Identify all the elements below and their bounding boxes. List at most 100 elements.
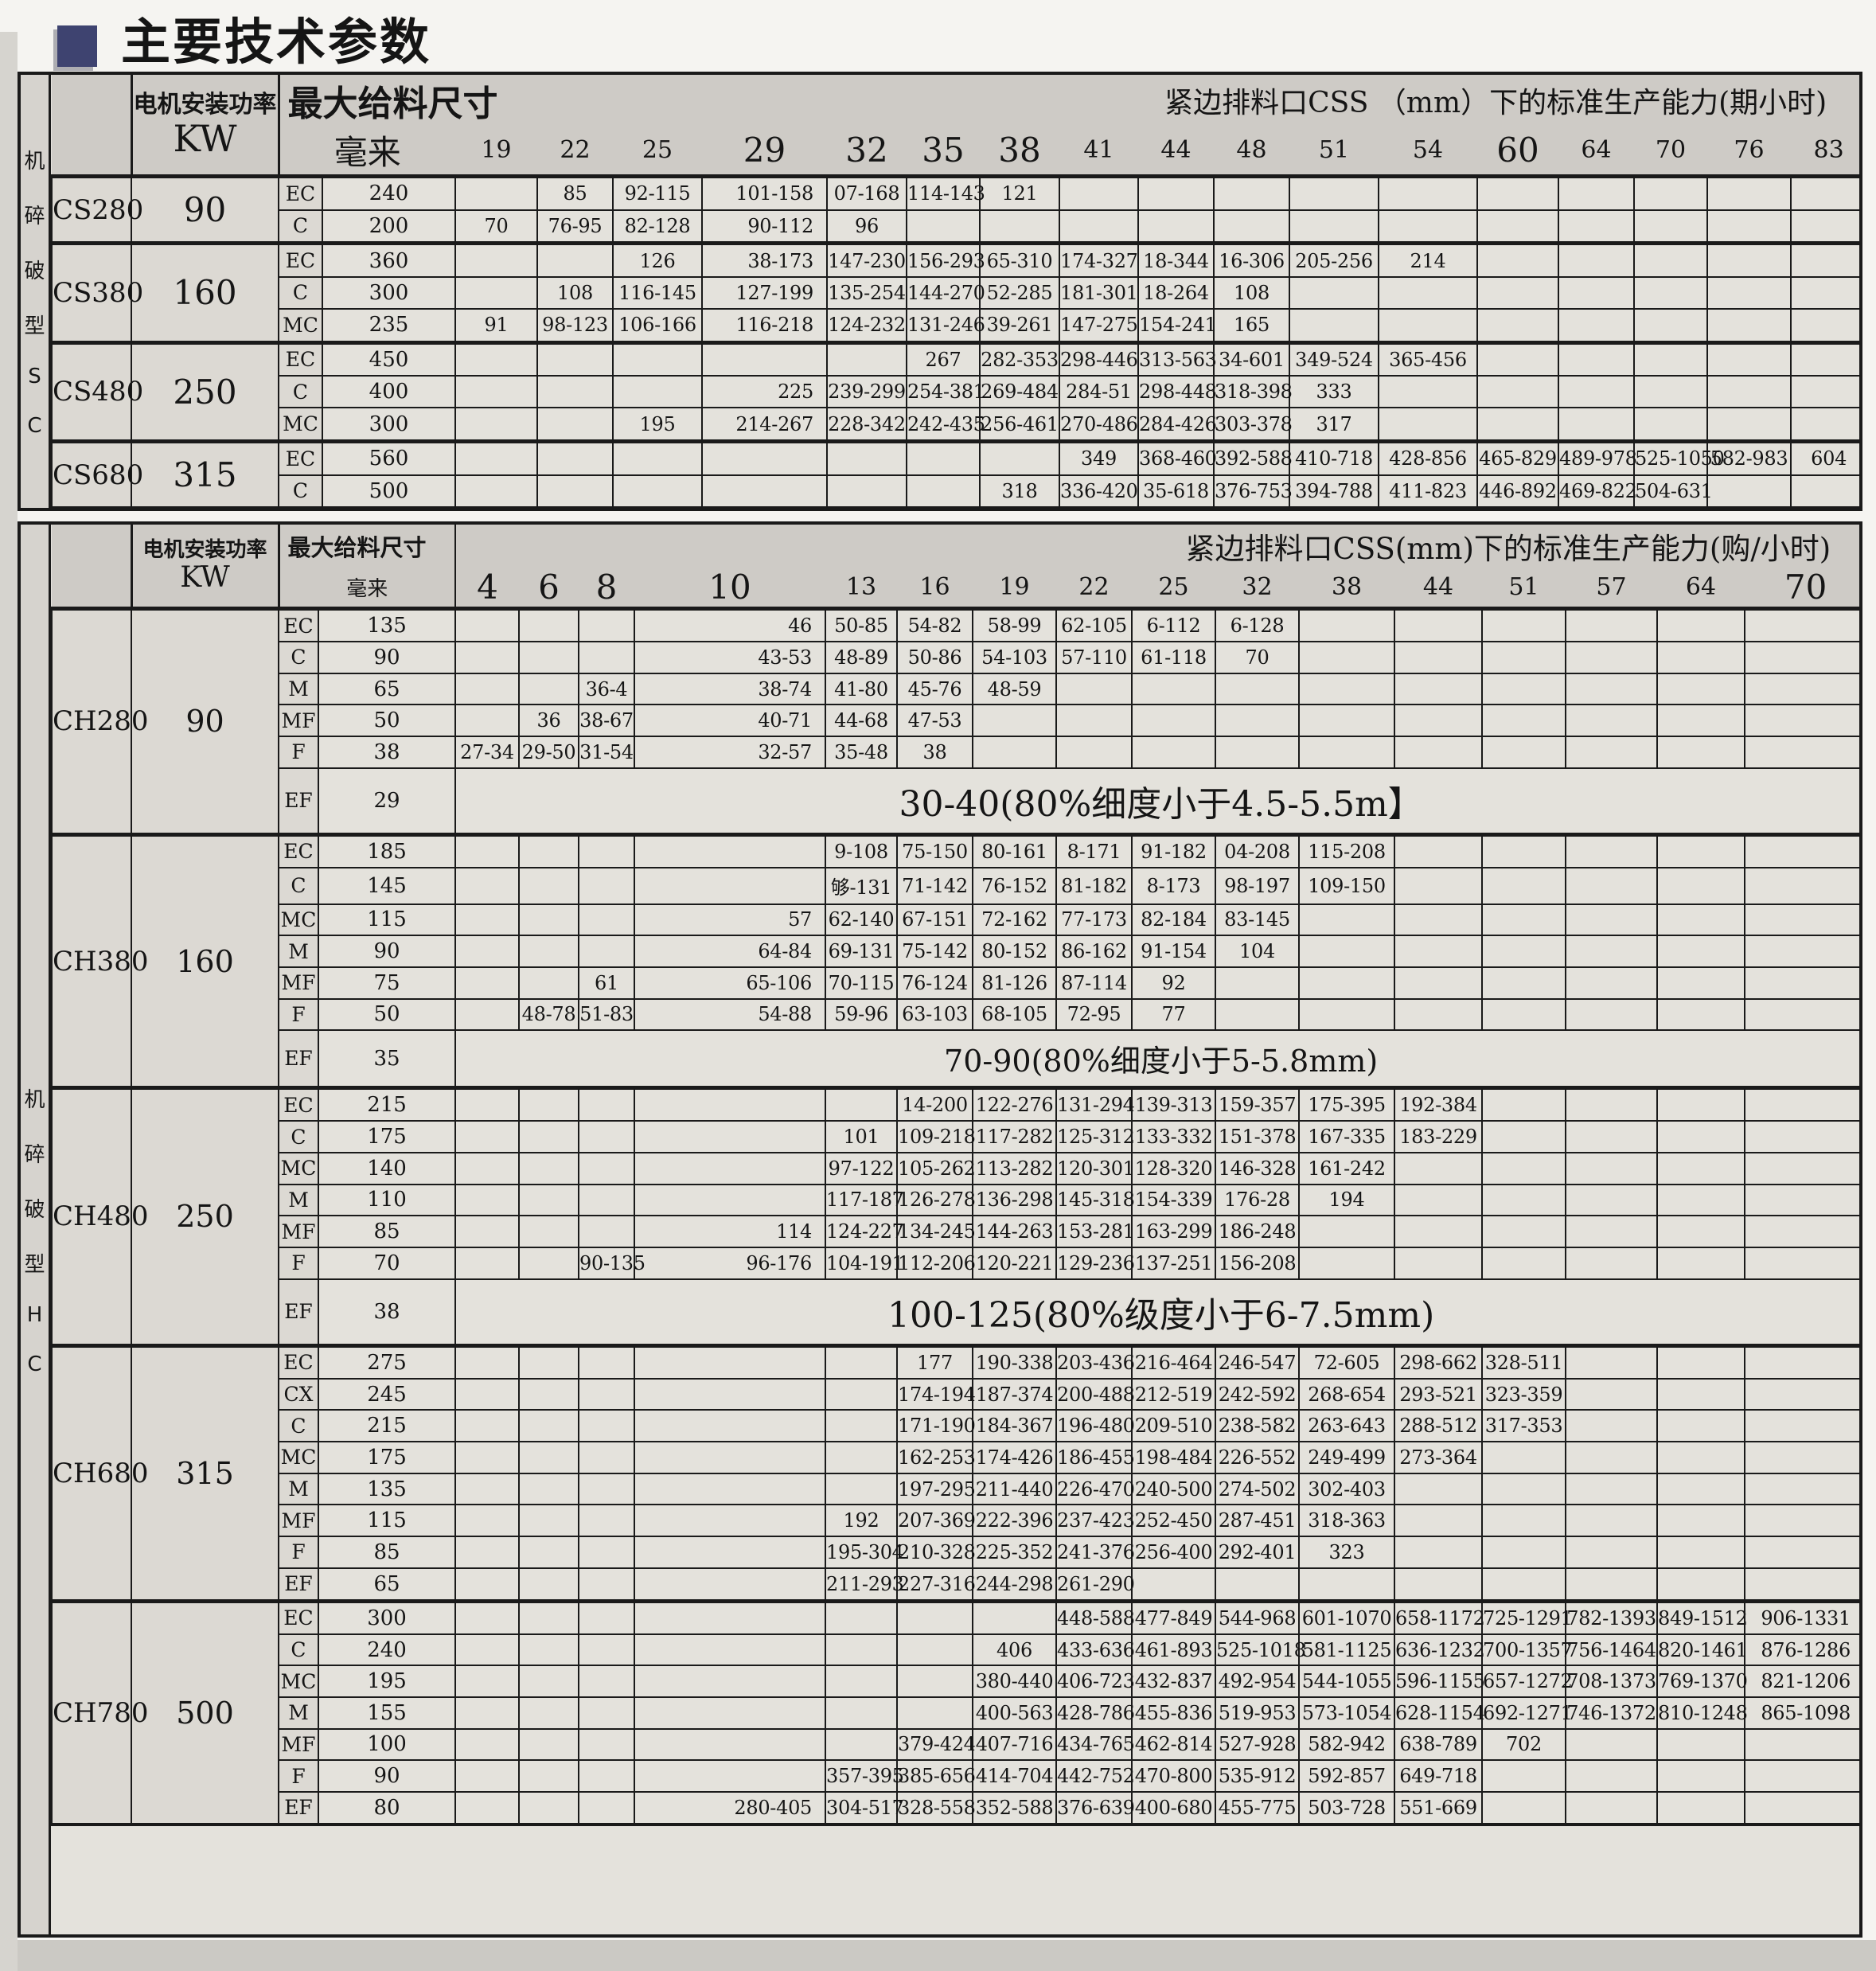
capacity-cell: 64-84 [634, 935, 827, 968]
header-model-blank [52, 525, 131, 609]
capacity-cell [1289, 275, 1379, 310]
capacity-cell: 16-306 [1213, 241, 1290, 278]
capacity-cell: 72-162 [972, 903, 1058, 937]
capacity-cell: 38-67 [578, 704, 636, 737]
chamber-type: EC [278, 340, 323, 377]
capacity-cell: 70 [1215, 641, 1301, 674]
capacity-cell [1055, 735, 1133, 769]
chamber-type: C [278, 474, 323, 508]
capacity-cell: 112-206 [896, 1246, 976, 1280]
capacity-cell: 65-106 [634, 966, 827, 1000]
capacity-cell: 131-294 [1055, 1086, 1135, 1122]
capacity-cell [518, 1759, 580, 1793]
capacity-cell [1476, 340, 1559, 377]
capacity-cell: 428-856 [1378, 439, 1478, 476]
capacity-cell [1633, 209, 1708, 244]
chamber-type: EC [278, 1343, 319, 1380]
capacity-cell [1378, 308, 1478, 344]
capacity-cell [578, 1665, 636, 1698]
max-feed-value: 65 [317, 1567, 457, 1602]
capacity-cell: 658-1172 [1394, 1598, 1485, 1635]
capacity-cell: 6-128 [1215, 607, 1301, 643]
capacity-cell [1481, 1215, 1567, 1248]
capacity-cell: 126 [612, 241, 703, 278]
page-title: 主要技术参数 [121, 13, 432, 71]
capacity-cell: 39-261 [979, 308, 1060, 344]
capacity-cell [1059, 174, 1139, 211]
capacity-cell: 292-401 [1215, 1536, 1301, 1569]
capacity-cell: 159-357 [1215, 1086, 1301, 1122]
model-label: CH680 [51, 1343, 149, 1602]
css-column-header: 16 [897, 568, 973, 610]
capacity-cell [1744, 1727, 1859, 1762]
capacity-cell: 122-276 [972, 1086, 1058, 1122]
capacity-cell: 434-765 [1055, 1727, 1135, 1762]
capacity-cell [634, 1086, 827, 1122]
spec-row: C 215 171-190 184-367 196-480 209-510 238-582 2… [52, 1409, 1859, 1443]
capacity-cell: 194 [1298, 1183, 1396, 1217]
css-column-header: 64 [1558, 126, 1634, 178]
capacity-cell [1298, 935, 1396, 968]
css-column-header: 8 [579, 568, 635, 610]
header-model-blank [52, 75, 131, 177]
capacity-cell [826, 439, 907, 476]
max-feed-value: 245 [317, 1377, 457, 1411]
capacity-cell: 163-299 [1131, 1215, 1217, 1248]
capacity-cell: 113-282 [972, 1151, 1058, 1185]
capacity-cell: 318-363 [1298, 1504, 1396, 1537]
chamber-type: C [278, 1633, 319, 1667]
capacity-cell: 71-142 [896, 866, 974, 905]
capacity-cell: 57 [634, 903, 827, 937]
capacity-cell: 256-461 [979, 407, 1060, 443]
capacity-cell [454, 375, 538, 409]
css-column-header: 51 [1289, 126, 1379, 178]
capacity-cell [454, 1504, 521, 1537]
capacity-cell: 527-928 [1215, 1727, 1301, 1762]
css-column-header: 10 [634, 568, 826, 610]
capacity-cell [1706, 241, 1792, 278]
capacity-cell [578, 1086, 636, 1122]
capacity-cell [634, 1504, 827, 1537]
capacity-cell [578, 903, 636, 937]
capacity-cell: 769-1370 [1656, 1665, 1748, 1698]
spec-row: CX 245 174-194 187-374 200-488 212-519 242-592… [52, 1377, 1859, 1411]
capacity-cell [1565, 997, 1659, 1032]
capacity-cell [1394, 866, 1484, 905]
css-column-header: 44 [1138, 126, 1214, 178]
capacity-cell: 214-267 [701, 407, 828, 443]
capacity-cell: 636-1232 [1394, 1633, 1485, 1667]
chamber-type: MC [278, 1151, 319, 1185]
capacity-cell [1378, 174, 1478, 211]
capacity-cell [1744, 935, 1859, 968]
max-feed-value: 85 [317, 1215, 457, 1248]
capacity-cell [518, 672, 580, 706]
capacity-cell [634, 1665, 827, 1698]
capacity-cell: 61 [578, 966, 636, 1000]
sidebar-char: 碎 [24, 205, 45, 228]
capacity-cell [1131, 735, 1217, 769]
capacity-cell: 98-123 [536, 308, 614, 344]
capacity-cell [1137, 174, 1215, 211]
capacity-cell [1476, 375, 1559, 409]
capacity-cell: 241-376 [1055, 1536, 1135, 1569]
capacity-cell [1706, 275, 1792, 310]
max-feed-value: 275 [317, 1343, 457, 1380]
power-value: 250 [131, 340, 279, 443]
capacity-cell [1565, 1343, 1659, 1380]
capacity-cell [518, 1633, 580, 1667]
capacity-cell: 628-1154 [1394, 1696, 1485, 1730]
capacity-cell [1656, 641, 1746, 674]
power-value: 160 [131, 832, 279, 1089]
capacity-cell: 85 [536, 174, 614, 211]
capacity-cell: 906-1331 [1744, 1598, 1859, 1635]
css-column-header: 32 [1215, 568, 1300, 610]
capacity-cell: 256-400 [1131, 1536, 1217, 1569]
capacity-cell [1565, 1441, 1659, 1474]
capacity-cell [1744, 1790, 1859, 1826]
capacity-cell [578, 1567, 636, 1602]
chamber-type: F [278, 1536, 319, 1569]
max-feed-value: 35 [317, 1029, 457, 1089]
capacity-cell: 175-395 [1298, 1086, 1396, 1122]
css-column-header: 25 [613, 126, 702, 178]
capacity-cell [578, 1441, 636, 1474]
